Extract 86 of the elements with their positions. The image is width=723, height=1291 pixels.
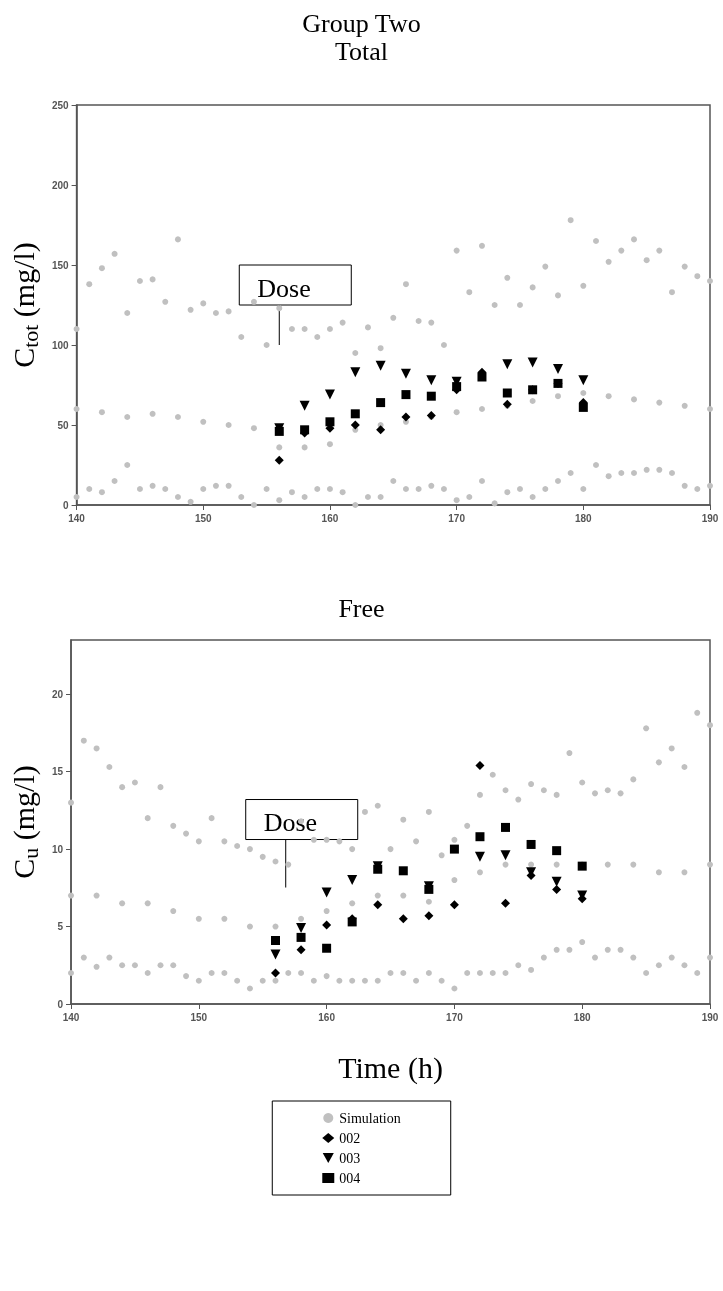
x-tick-label: 160 [318,1011,336,1023]
point [502,388,512,398]
x-tick-label: 150 [194,512,213,524]
legend-label: 002 [339,1130,361,1146]
point [296,923,307,934]
legend-label: Simulation [339,1110,401,1126]
point [324,389,335,400]
legend-label: 004 [339,1170,361,1186]
x-tick-label: 140 [62,1011,80,1023]
point [474,851,485,862]
point [373,900,383,910]
point [553,378,563,388]
point [528,385,538,395]
point [475,760,485,770]
point [376,425,386,435]
point [325,417,335,427]
point [398,866,408,876]
point [449,900,459,910]
point [401,412,411,422]
chart-title: Group Two [302,8,421,38]
point [552,846,562,856]
x-tick-label: 140 [68,512,86,524]
y-tick-label: 0 [57,998,64,1010]
point [375,360,386,371]
x-tick-label: 160 [321,512,339,524]
point [350,409,360,419]
x-tick-label: 190 [701,512,719,524]
y-tick-label: 10 [51,843,64,855]
point [274,455,284,465]
point [271,935,280,945]
point [501,822,511,832]
point [398,914,408,924]
x-tick-label: 170 [448,512,466,524]
point [426,410,436,420]
point [578,375,589,386]
chart-title: Free [338,593,385,623]
point [551,876,562,887]
point [527,357,538,368]
point [299,400,310,411]
point [449,844,459,854]
x-tick-label: 190 [701,1011,719,1023]
annotation: Dose [257,273,311,303]
legend-label: 003 [339,1150,361,1166]
point [475,832,485,842]
y-tick-label: 250 [51,99,70,111]
point [350,367,361,378]
point [426,375,437,386]
x-tick-label: 150 [190,1011,208,1023]
x-axis-title: Time (h) [338,1050,443,1085]
y-tick-label: 15 [51,766,64,778]
annotation: Dose [263,808,318,838]
y-tick-label: 50 [57,419,70,431]
x-tick-label: 170 [446,1011,464,1023]
point [296,932,306,942]
point [526,839,536,849]
point [296,945,306,955]
point [322,920,332,930]
point [502,359,513,370]
x-tick-label: 180 [574,512,593,524]
point [376,398,386,408]
point [350,420,360,430]
point [552,364,563,374]
point [400,368,411,379]
y-tick-label: 100 [51,339,70,351]
point [322,943,332,953]
point [426,391,436,401]
point [321,887,332,898]
point [270,949,281,960]
chart-subtitle: Total [334,36,389,66]
point [347,875,358,886]
point [401,390,411,400]
point [552,884,562,894]
point [501,898,511,908]
y-tick-label: 20 [51,688,64,700]
x-tick-label: 180 [573,1011,591,1023]
y-tick-label: 5 [57,921,64,933]
point [271,968,280,978]
point [500,850,511,861]
y-axis-title: Cu (mg/l) [6,765,43,879]
y-axis-title: Ctot (mg/l) [6,242,43,368]
point [578,402,588,412]
point [477,372,487,382]
y-tick-label: 0 [63,499,70,511]
point [424,911,434,921]
y-tick-label: 150 [51,259,70,271]
y-tick-label: 200 [51,179,70,191]
